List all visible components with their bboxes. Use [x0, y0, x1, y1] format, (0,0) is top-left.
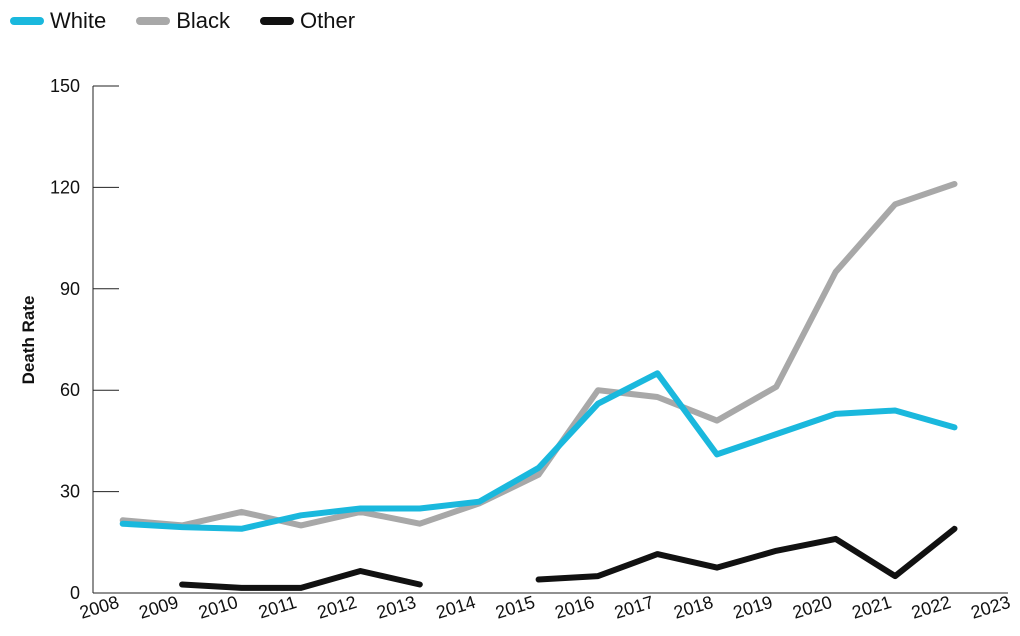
y-tick-label: 120: [50, 177, 80, 197]
legend: White Black Other: [10, 6, 355, 36]
x-tick-label: 2012: [315, 592, 359, 623]
x-tick-label: 2023: [968, 592, 1012, 623]
x-tick-label: 2009: [137, 592, 181, 623]
series-line-black: [119, 181, 958, 529]
legend-label-black: Black: [176, 8, 231, 33]
legend-item-other: Other: [260, 8, 355, 34]
legend-label-white: White: [50, 8, 107, 33]
legend-item-white: White: [10, 8, 106, 34]
x-tick-label: 2022: [909, 592, 953, 623]
legend-swatch-black: [136, 17, 171, 25]
x-tick-label: 2013: [374, 592, 418, 623]
x-tick-label: 2016: [552, 592, 596, 623]
legend-swatch-other: [260, 17, 295, 25]
x-tick-label: 2008: [77, 592, 121, 623]
x-tick-label: 2020: [790, 592, 834, 623]
legend-label-other: Other: [300, 8, 356, 33]
legend-swatch-white: [10, 17, 44, 25]
y-ticks: 0 30 60 90 120 150: [50, 76, 119, 603]
series-line-other: [535, 525, 958, 583]
series-lines: [119, 181, 958, 591]
y-tick-label: 150: [50, 76, 80, 96]
series-line-white: [119, 370, 958, 532]
y-tick-label: 30: [60, 482, 80, 502]
series-line-other: [179, 568, 423, 591]
x-tick-label: 2011: [256, 592, 299, 622]
x-tick-label: 2015: [493, 592, 537, 623]
x-tick-label: 2019: [731, 592, 775, 623]
y-tick-label: 90: [60, 279, 80, 299]
x-ticks: 2008 2009 2010 2011 2012 2013 2014 2015 2016 2017…: [77, 592, 1012, 623]
x-tick-label: 2014: [434, 592, 478, 623]
legend-item-black: Black: [136, 8, 230, 34]
x-tick-label: 2021: [850, 592, 894, 623]
axes: [92, 86, 1008, 594]
y-axis-title: Death Rate: [19, 296, 38, 385]
x-tick-label: 2010: [196, 592, 240, 623]
x-tick-label: 2018: [671, 592, 715, 623]
x-tick-label: 2017: [612, 592, 656, 623]
y-tick-label: 60: [60, 380, 80, 400]
y-tick-label: 0: [70, 583, 80, 603]
